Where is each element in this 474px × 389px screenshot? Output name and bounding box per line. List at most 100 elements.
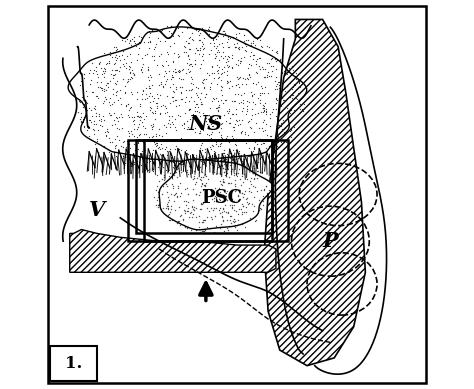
Point bbox=[188, 203, 196, 209]
Point bbox=[170, 40, 178, 46]
Point bbox=[166, 217, 174, 224]
Point bbox=[155, 204, 162, 210]
Point bbox=[166, 84, 174, 90]
Point bbox=[106, 102, 114, 109]
Point bbox=[187, 162, 195, 168]
Point bbox=[248, 91, 255, 98]
Point bbox=[112, 47, 120, 54]
Point bbox=[194, 158, 201, 164]
Point bbox=[185, 208, 192, 214]
Point bbox=[155, 71, 163, 77]
Point bbox=[228, 111, 236, 117]
Point bbox=[138, 119, 146, 125]
Point bbox=[242, 129, 249, 135]
Point bbox=[254, 168, 261, 174]
Point bbox=[96, 59, 104, 65]
Point bbox=[206, 113, 213, 119]
Point bbox=[130, 33, 138, 40]
Point bbox=[177, 147, 184, 154]
Point bbox=[169, 59, 177, 65]
Point bbox=[274, 79, 282, 85]
Point bbox=[183, 25, 191, 31]
Point bbox=[109, 72, 117, 78]
Point bbox=[220, 161, 228, 167]
Point bbox=[221, 202, 228, 208]
Point bbox=[215, 168, 223, 174]
Point bbox=[254, 187, 261, 194]
Point bbox=[293, 96, 301, 102]
Text: NS: NS bbox=[189, 114, 223, 135]
Point bbox=[186, 67, 194, 74]
Point bbox=[247, 49, 255, 55]
Point bbox=[199, 158, 206, 165]
Point bbox=[135, 39, 143, 46]
Point bbox=[155, 202, 162, 208]
Point bbox=[233, 158, 241, 165]
Point bbox=[224, 72, 231, 78]
Point bbox=[146, 39, 154, 45]
Point bbox=[256, 100, 264, 106]
Point bbox=[228, 213, 235, 219]
Point bbox=[200, 57, 207, 63]
Point bbox=[108, 151, 115, 158]
Point bbox=[201, 171, 209, 177]
Point bbox=[135, 114, 143, 120]
Point bbox=[149, 133, 157, 139]
Point bbox=[218, 162, 226, 168]
Point bbox=[223, 80, 231, 86]
Point bbox=[143, 138, 150, 144]
Point bbox=[228, 220, 235, 226]
Point bbox=[172, 97, 180, 103]
Point bbox=[262, 145, 269, 151]
Point bbox=[157, 110, 164, 117]
Point bbox=[240, 54, 247, 60]
Point bbox=[230, 40, 238, 47]
Point bbox=[202, 91, 210, 97]
Point bbox=[136, 33, 143, 39]
Point bbox=[131, 39, 139, 46]
Point bbox=[250, 145, 257, 151]
Point bbox=[250, 136, 257, 142]
Point bbox=[289, 92, 296, 98]
Point bbox=[126, 70, 134, 76]
Point bbox=[226, 109, 233, 115]
Point bbox=[124, 142, 131, 149]
Point bbox=[124, 76, 132, 82]
Point bbox=[241, 47, 248, 53]
Point bbox=[154, 189, 162, 195]
Point bbox=[207, 131, 214, 138]
Point bbox=[139, 88, 147, 94]
Point bbox=[265, 44, 273, 50]
Point bbox=[216, 40, 223, 47]
Bar bbox=[144, 140, 288, 241]
Point bbox=[191, 115, 199, 121]
Point bbox=[161, 122, 168, 128]
Point bbox=[154, 197, 161, 203]
Point bbox=[260, 104, 268, 110]
Point bbox=[249, 183, 256, 189]
Point bbox=[235, 117, 243, 123]
Point bbox=[139, 139, 147, 145]
Point bbox=[190, 186, 197, 193]
Point bbox=[182, 207, 189, 214]
Point bbox=[98, 85, 106, 91]
Point bbox=[128, 67, 136, 73]
Point bbox=[218, 66, 226, 72]
Point bbox=[210, 207, 217, 214]
Point bbox=[219, 44, 227, 50]
Point bbox=[220, 64, 228, 70]
Point bbox=[91, 105, 98, 111]
Point bbox=[133, 43, 140, 49]
Point bbox=[227, 155, 234, 161]
Point bbox=[231, 91, 238, 97]
Point bbox=[218, 198, 226, 205]
Point bbox=[271, 86, 279, 93]
Point bbox=[216, 205, 224, 211]
Point bbox=[182, 174, 190, 180]
Point bbox=[170, 192, 178, 198]
Point bbox=[148, 134, 155, 140]
Point bbox=[271, 56, 279, 62]
Point bbox=[157, 151, 165, 158]
Point bbox=[153, 187, 160, 193]
Point bbox=[284, 69, 292, 75]
